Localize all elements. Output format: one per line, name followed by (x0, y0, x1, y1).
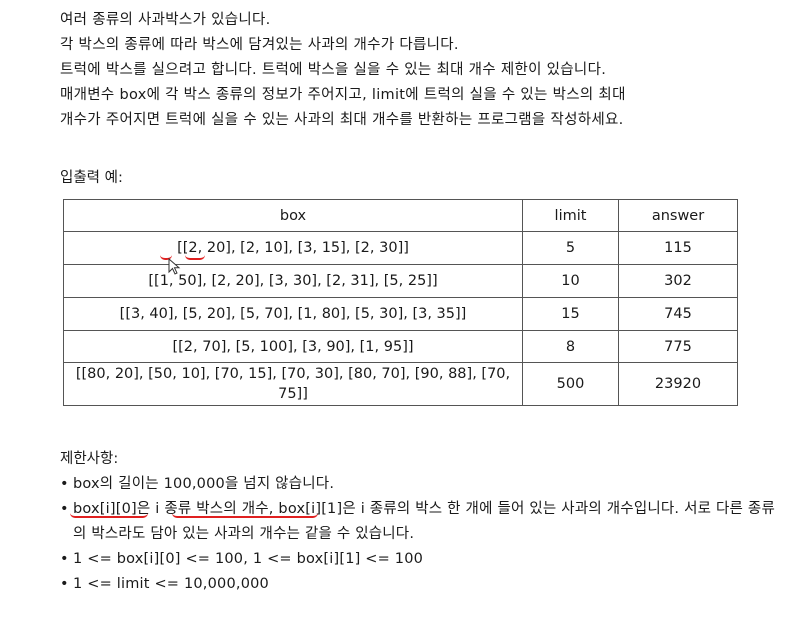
problem-description: 여러 종류의 사과박스가 있습니다. 각 박스의 종류에 따라 박스에 담겨있는… (60, 8, 780, 133)
annotation-underline (70, 513, 148, 518)
bullet-icon: • (60, 476, 69, 492)
description-line: 개수가 주어지면 트럭에 실을 수 있는 사과의 최대 개수를 반환하는 프로그… (60, 112, 624, 128)
description-line: 여러 종류의 사과박스가 있습니다. (60, 12, 271, 28)
cell-answer: 115 (618, 231, 738, 265)
constraints-list: • box의 길이는 100,000을 넘지 않습니다. • box[i][0]… (60, 472, 775, 597)
cell-limit: 500 (522, 362, 619, 406)
list-item: • box의 길이는 100,000을 넘지 않습니다. (60, 472, 775, 497)
bullet-icon: • (60, 501, 69, 517)
annotation-underline (185, 255, 205, 260)
cell-answer: 302 (618, 264, 738, 298)
cell-box: [[80, 20], [50, 10], [70, 15], [70, 30],… (63, 362, 523, 406)
description-line: 매개변수 box에 각 박스 종류의 정보가 주어지고, limit에 트럭의 … (60, 87, 626, 103)
constraint-text: 1 <= limit <= 10,000,000 (73, 576, 269, 592)
annotation-underline (172, 513, 318, 518)
table-row: [[80, 20], [50, 10], [70, 15], [70, 30],… (63, 362, 738, 406)
description-line: 각 박스의 종류에 따라 박스에 담겨있는 사과의 개수가 다릅니다. (60, 37, 459, 53)
cell-answer: 775 (618, 330, 738, 363)
header-limit: limit (522, 199, 619, 232)
constraint-text: 1 <= box[i][0] <= 100, 1 <= box[i][1] <=… (73, 551, 424, 567)
list-item: • box[i][0]은 i 종류 박스의 개수, box[i][1]은 i 종… (60, 497, 775, 547)
header-box: box (63, 199, 523, 232)
cell-box: [[1, 50], [2, 20], [3, 30], [2, 31], [5,… (63, 264, 523, 298)
table-row: [[3, 40], [5, 20], [5, 70], [1, 80], [5,… (63, 297, 738, 331)
bullet-icon: • (60, 576, 69, 592)
table-row: [[2, 20], [2, 10], [3, 15], [2, 30]] 5 1… (63, 231, 738, 265)
constraints-heading: 제한사항: (60, 451, 119, 467)
io-example-heading: 입출력 예: (60, 170, 123, 186)
cell-box: [[2, 20], [2, 10], [3, 15], [2, 30]] (63, 231, 523, 265)
cell-limit: 8 (522, 330, 619, 363)
cell-limit: 5 (522, 231, 619, 265)
io-example-table: box limit answer [[2, 20], [2, 10], [3, … (63, 199, 738, 406)
cell-box: [[3, 40], [5, 20], [5, 70], [1, 80], [5,… (63, 297, 523, 331)
table-row: [[2, 70], [5, 100], [3, 90], [1, 95]] 8 … (63, 330, 738, 363)
cell-limit: 15 (522, 297, 619, 331)
list-item: • 1 <= limit <= 10,000,000 (60, 572, 775, 597)
table-header-row: box limit answer (63, 199, 738, 232)
header-answer: answer (618, 199, 738, 232)
cell-box: [[2, 70], [5, 100], [3, 90], [1, 95]] (63, 330, 523, 363)
cell-answer: 23920 (618, 362, 738, 406)
cell-limit: 10 (522, 264, 619, 298)
annotation-underline (160, 255, 172, 260)
list-item: • 1 <= box[i][0] <= 100, 1 <= box[i][1] … (60, 547, 775, 572)
constraint-text: box[i][0]은 i 종류 박스의 개수, box[i][1]은 i 종류의… (73, 501, 775, 542)
constraint-text: box의 길이는 100,000을 넘지 않습니다. (73, 476, 335, 492)
description-line: 트럭에 박스를 실으려고 합니다. 트럭에 박스을 실을 수 있는 최대 개수 … (60, 62, 607, 78)
table-row: [[1, 50], [2, 20], [3, 30], [2, 31], [5,… (63, 264, 738, 298)
mouse-cursor-icon (168, 258, 181, 275)
bullet-icon: • (60, 551, 69, 567)
cell-answer: 745 (618, 297, 738, 331)
